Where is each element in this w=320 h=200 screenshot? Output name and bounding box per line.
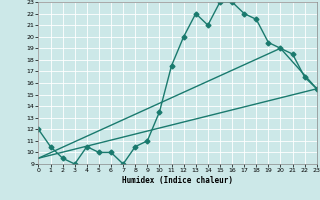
X-axis label: Humidex (Indice chaleur): Humidex (Indice chaleur) [122, 176, 233, 185]
